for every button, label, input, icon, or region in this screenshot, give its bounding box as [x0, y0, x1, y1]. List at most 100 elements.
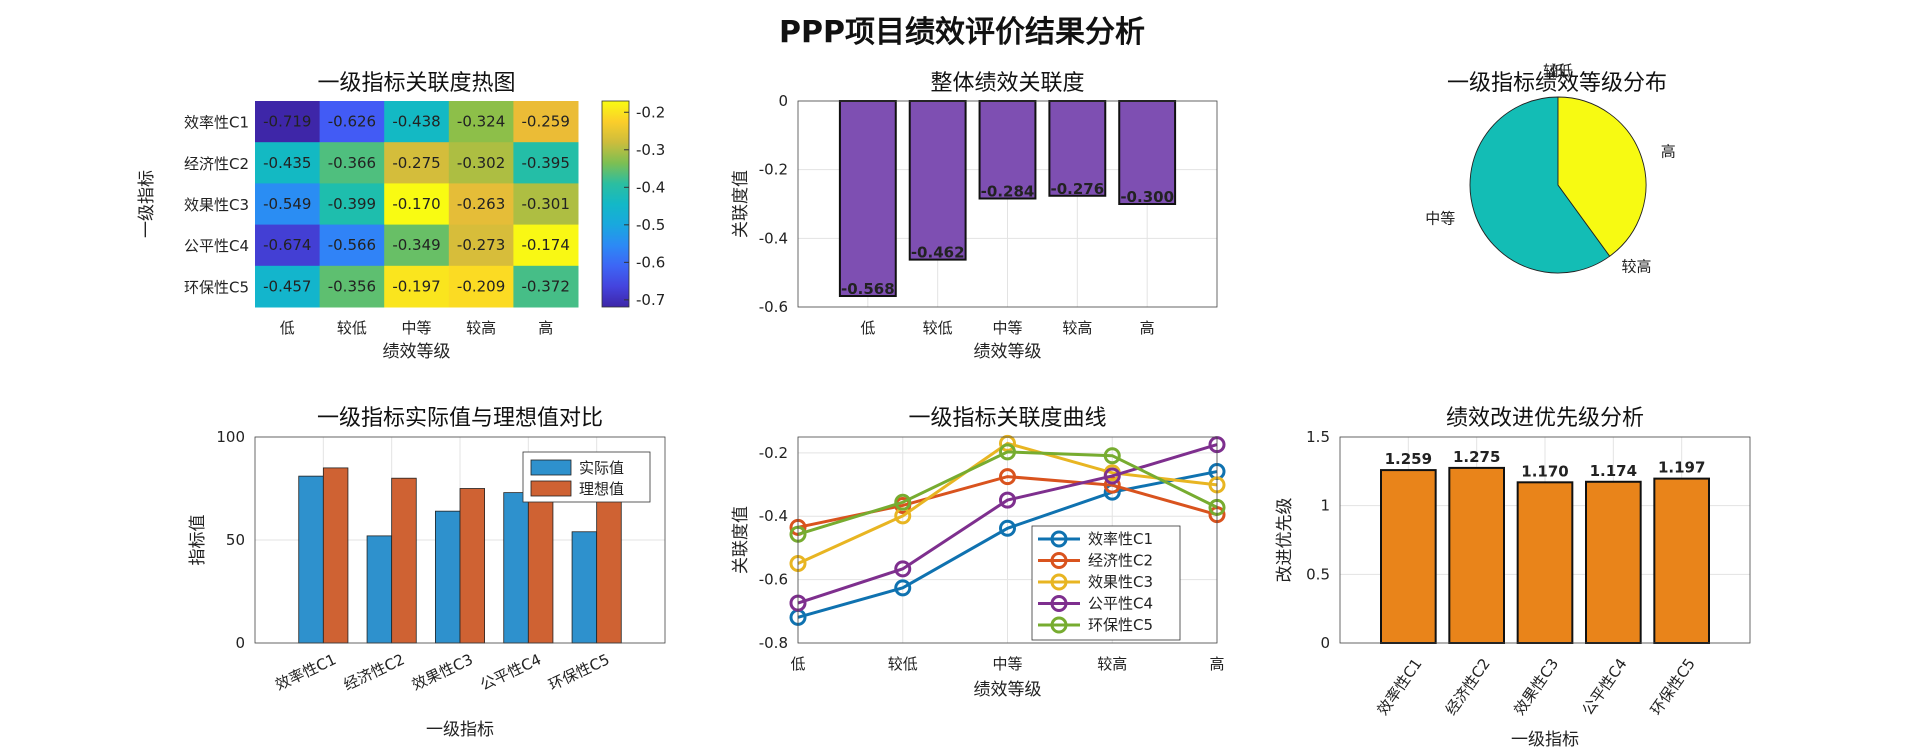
overall-bar-y-tick-label: 0 [778, 92, 788, 110]
line-y-tick-label: -0.2 [759, 444, 788, 462]
line-series [797, 470, 1218, 619]
heatmap-cell-label: -0.566 [328, 236, 376, 254]
compare-bar-x-tick-label: 公平性C4 [477, 650, 544, 694]
heatmap-y-tick-label: 环保性C5 [184, 278, 249, 296]
overall-bar [908, 100, 967, 261]
compare-bar-y-tick-label: 50 [226, 531, 245, 549]
overall-bar [838, 100, 897, 298]
line-legend-label: 经济性C2 [1088, 552, 1153, 570]
overall-bar-x-axis-label: 绩效等级 [974, 342, 1042, 362]
line-x-tick-label: 低 [790, 655, 805, 673]
heatmap-cell [448, 224, 514, 267]
heatmap-cell [384, 183, 450, 226]
heatmap-cell-label: -0.372 [522, 277, 570, 295]
pie-label: 高 [1661, 143, 1676, 161]
heatmap-cell [319, 183, 385, 226]
heatmap-y-axis-label: 一级指标 [137, 170, 157, 238]
heatmap-cell [255, 265, 321, 308]
heatmap-cell-label: -0.259 [522, 113, 570, 131]
compare-bar-legend-label: 实际值 [579, 459, 624, 477]
heatmap-cell [513, 224, 579, 267]
line-point [999, 434, 1016, 452]
line-legend-marker [1050, 616, 1068, 634]
line-point [1103, 476, 1121, 494]
overall-bar [1048, 100, 1107, 197]
heatmap-cell [255, 224, 321, 267]
heatmap-y-tick-label: 效果性C3 [184, 196, 249, 214]
compare-bar-y-tick-label: 0 [235, 634, 245, 652]
colorbar-tick-label: -0.5 [636, 216, 665, 234]
heatmap-cell-label: -0.435 [263, 154, 311, 172]
heatmap-cell-label: -0.301 [522, 195, 570, 213]
line-legend-label: 公平性C4 [1088, 595, 1153, 613]
line-series [797, 441, 1218, 565]
heatmap-cell-label: -0.399 [328, 195, 376, 213]
pie-slice [1557, 96, 1647, 257]
heatmap-cell [513, 265, 579, 308]
line-x-tick-label: 较高 [1097, 655, 1127, 673]
priority-bar-value-label: 1.259 [1385, 450, 1432, 468]
line-series [797, 450, 1218, 536]
heatmap-cell [448, 142, 514, 184]
overall-bar-value-label: -0.300 [1120, 188, 1174, 206]
line-y-tick-label: -0.4 [759, 507, 788, 525]
heatmap-cell [384, 224, 450, 267]
priority-bar-panel: 绩效改进优先级分析 0 0.5 1 1.5 1.259 效率性C1 1.275 经济性C2 1.1… [1275, 406, 1751, 750]
overall-bar [1118, 100, 1177, 205]
heatmap-x-tick-label: 中等 [401, 319, 431, 337]
priority-bar-y-tick-label: 0 [1320, 634, 1330, 652]
priority-bar [1585, 480, 1642, 644]
heatmap-cell-label: -0.324 [457, 113, 505, 131]
heatmap-y-tick-label: 效率性C1 [184, 114, 249, 132]
heatmap-cell-label: -0.356 [328, 277, 376, 295]
heatmap-x-tick-label: 高 [538, 319, 553, 337]
overall-bar [978, 100, 1037, 200]
compare-bar-legend-label: 理想值 [579, 480, 624, 498]
line-point [999, 519, 1016, 537]
compare-bar-x-tick-label: 效率性C1 [272, 650, 339, 694]
pie-label: 中等 [1425, 209, 1455, 227]
priority-bar [1448, 466, 1506, 644]
heatmap-cell-label: -0.302 [457, 154, 505, 172]
overall-bar-value-label: -0.276 [1050, 180, 1104, 198]
overall-bar-y-tick-label: -0.6 [759, 298, 788, 316]
heatmap-cell [448, 183, 514, 226]
line-frame [797, 436, 1218, 644]
overall-bar-x-tick-label: 高 [1140, 319, 1155, 337]
heatmap-cell-label: -0.197 [392, 277, 440, 295]
compare-bar-x-axis-label: 一级指标 [426, 720, 494, 740]
figure-title: PPP项目绩效评价结果分析 [779, 15, 1145, 50]
colorbar-tick-label: -0.4 [636, 178, 665, 196]
overall-bar-value-label: -0.568 [841, 280, 895, 298]
heatmap-panel: 一级指标关联度热图 -0.719 -0.626 -0.438 -0.324 -0.259 -… [137, 71, 665, 362]
heatmap-cell [384, 265, 450, 308]
overall-bar-x-tick-label: 较低 [923, 319, 953, 337]
heatmap-cell-label: -0.174 [522, 236, 570, 254]
heatmap-cell [255, 101, 321, 143]
overall-bar-y-axis-label: 关联度值 [731, 170, 751, 238]
line-legend-marker [1050, 552, 1068, 569]
line-panel: 一级指标关联度曲线 -0.2 -0.4 -0.6 -0.8低 较低 中等 较高 高 效率性C1 经济… [731, 406, 1226, 700]
heatmap-cell [384, 101, 450, 143]
overall-bar-x-tick-label: 低 [860, 319, 875, 337]
heatmap-cell-label: -0.674 [263, 236, 311, 254]
priority-bar-x-tick-label: 效率性C1 [1374, 655, 1426, 719]
line-legend-marker [1050, 573, 1068, 591]
compare-bar [434, 510, 461, 644]
line-x-tick-label: 较低 [888, 655, 918, 673]
line-point [1103, 447, 1121, 465]
priority-bar [1516, 481, 1574, 644]
priority-bar-y-tick-label: 1 [1320, 497, 1330, 515]
pie-label: 低 [1550, 62, 1565, 80]
priority-bar-x-tick-label: 公平性C4 [1579, 655, 1631, 719]
heatmap-cell [513, 183, 579, 226]
heatmap-cell [319, 101, 385, 143]
priority-bar-y-tick-label: 1.5 [1306, 428, 1330, 446]
compare-bar-x-tick-label: 效果性C3 [409, 650, 476, 694]
compare-bar-legend-swatch [530, 480, 572, 497]
heatmap-cell [448, 101, 514, 143]
compare-bar-x-tick-label: 经济性C2 [341, 650, 408, 694]
line-legend-label: 环保性C5 [1088, 616, 1153, 634]
